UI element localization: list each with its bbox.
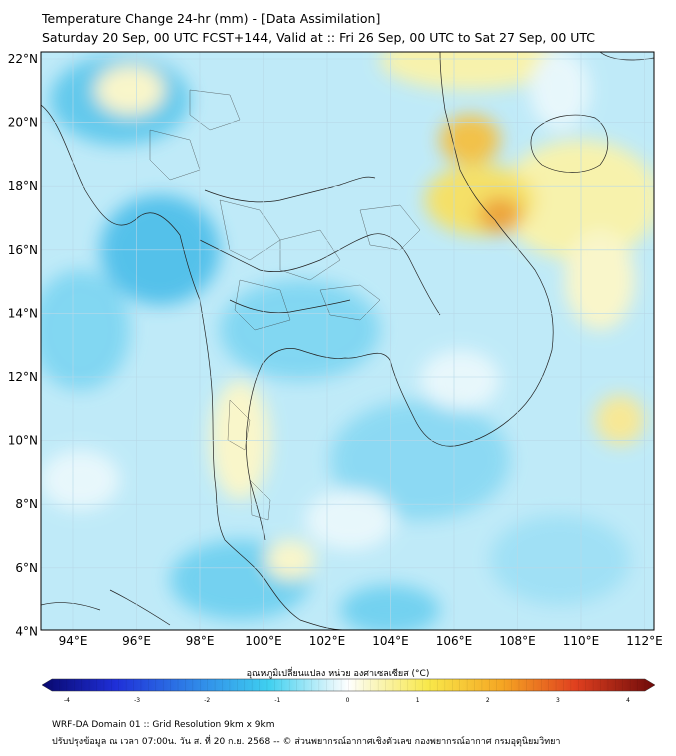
colorbar-tick-label: 3 bbox=[556, 697, 560, 704]
colorbar-tick-label: 4 bbox=[626, 697, 630, 704]
colorbar-tick-label: 0 bbox=[346, 697, 350, 704]
lon-tick-label: 112°E bbox=[626, 634, 663, 648]
colorbar-title: อุณหภูมิเปลี่ยนแปลง หน่วย องศาเซลเซียส (… bbox=[246, 669, 430, 679]
map-subtitle: Saturday 20 Sep, 00 UTC FCST+144, Valid … bbox=[42, 30, 596, 45]
longitude-labels: 94°E 96°E 98°E 100°E 102°E 104°E 106°E 108°E 110… bbox=[59, 634, 663, 648]
lon-tick-label: 96°E bbox=[122, 634, 151, 648]
lat-tick-label: 22°N bbox=[8, 52, 38, 66]
lat-tick-label: 10°N bbox=[8, 434, 38, 448]
lat-tick-label: 14°N bbox=[8, 306, 38, 320]
colorbar-tick-label: 1 bbox=[416, 697, 420, 704]
footer-line-1: WRF-DA Domain 01 :: Grid Resolution 9km … bbox=[52, 720, 275, 730]
lat-tick-label: 6°N bbox=[15, 561, 38, 575]
colorbar-ticks: -4 -3 -2 -1 0 1 2 3 4 bbox=[51, 679, 646, 704]
colorbar-tick-label: -4 bbox=[64, 697, 70, 704]
lon-tick-label: 110°E bbox=[563, 634, 600, 648]
colorbar-tick-label: -2 bbox=[204, 697, 210, 704]
lat-tick-label: 8°N bbox=[15, 497, 38, 511]
colorbar-tick-label: 2 bbox=[486, 697, 490, 704]
lon-tick-label: 108°E bbox=[499, 634, 536, 648]
footer-line-2: ปรับปรุงข้อมูล ณ เวลา 07:00น. วัน ส. ที่… bbox=[52, 737, 561, 747]
lat-tick-label: 4°N bbox=[15, 624, 38, 638]
lon-tick-label: 98°E bbox=[186, 634, 215, 648]
colorbar-tick-label: -3 bbox=[134, 697, 140, 704]
lat-tick-label: 18°N bbox=[8, 179, 38, 193]
lon-tick-label: 104°E bbox=[372, 634, 409, 648]
latitude-labels: 22°N 20°N 18°N 16°N 14°N 12°N 10°N 8°N 6°N 4°N bbox=[8, 52, 38, 638]
colorbar-tick-label: -1 bbox=[274, 697, 280, 704]
lat-tick-label: 20°N bbox=[8, 116, 38, 130]
temperature-field bbox=[41, 52, 654, 630]
lat-tick-label: 12°N bbox=[8, 370, 38, 384]
map-title: Temperature Change 24-hr (mm) - [Data As… bbox=[42, 11, 381, 26]
lon-tick-label: 100°E bbox=[245, 634, 282, 648]
graticule bbox=[41, 52, 654, 630]
lat-tick-label: 16°N bbox=[8, 243, 38, 257]
map-frame bbox=[40, 51, 655, 631]
lon-tick-label: 106°E bbox=[436, 634, 473, 648]
coastlines bbox=[41, 52, 654, 630]
colorbar bbox=[41, 678, 656, 692]
lon-tick-label: 94°E bbox=[59, 634, 88, 648]
lon-tick-label: 102°E bbox=[309, 634, 346, 648]
